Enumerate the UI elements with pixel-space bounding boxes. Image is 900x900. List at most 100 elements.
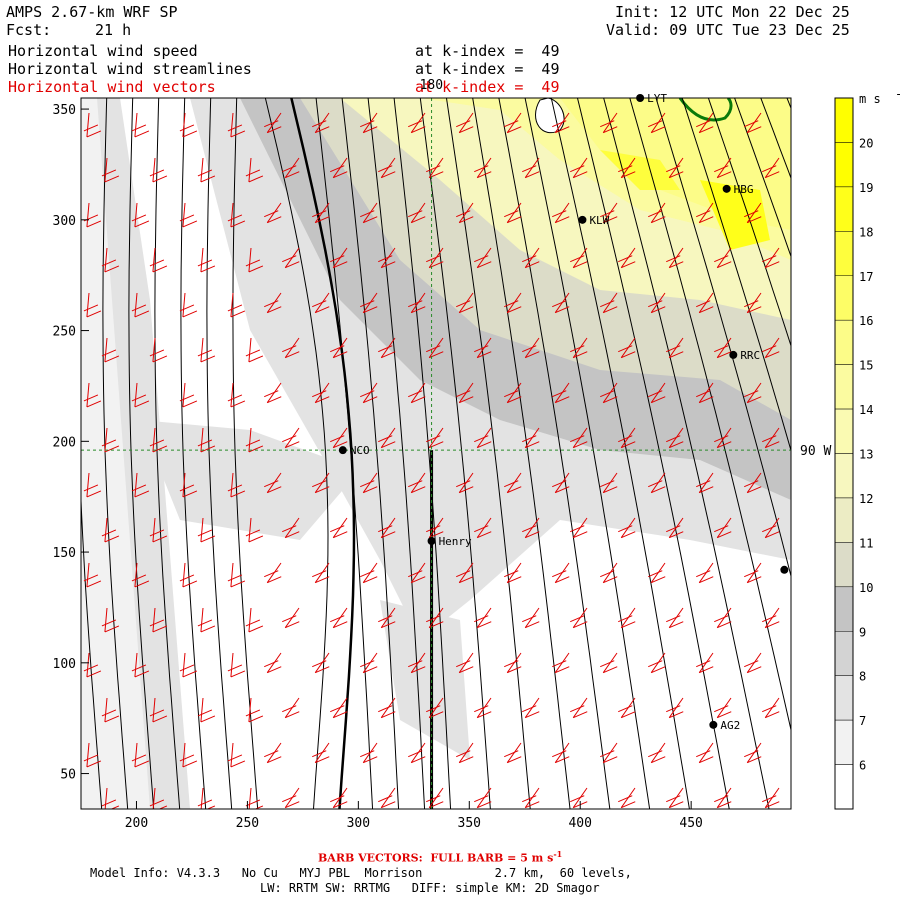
barb-flag [245, 439, 261, 447]
speed-contour-8 [700, 180, 770, 250]
station-klw: KLW [578, 214, 610, 227]
barb-flag [765, 441, 780, 449]
wind-barb-86 [312, 382, 330, 404]
barb-flag [621, 441, 636, 449]
barb-flag [762, 615, 777, 623]
barb-flag [651, 396, 666, 404]
barb-flag [360, 660, 375, 668]
wind-barb-206 [648, 742, 666, 764]
wind-barb-134 [456, 382, 474, 404]
barb-flag [378, 345, 393, 353]
barb-flag [312, 120, 327, 128]
wind-barb-97 [378, 157, 396, 179]
barb-staff [86, 382, 90, 407]
barb-flag [477, 171, 492, 179]
streamline-16 [498, 98, 611, 809]
y-tick-label: 150 [53, 546, 76, 561]
barb-flag [603, 396, 618, 404]
barb-flag [179, 754, 195, 762]
wind-barb-3 [101, 247, 120, 273]
barb-staff [200, 337, 204, 362]
barb-flag [699, 756, 714, 764]
barb-flag [507, 126, 522, 134]
field-level-speed: at k-index = 49 [415, 42, 560, 60]
barb-flag [456, 660, 471, 668]
wind-barb-205 [666, 697, 684, 719]
colorbar-tick-label: 12 [859, 492, 873, 506]
barb-flag [179, 124, 195, 132]
wind-barb-35 [197, 247, 216, 273]
barb-flag [747, 126, 762, 134]
barb-flag [426, 525, 441, 533]
barb-flag [747, 396, 762, 404]
barb-flag [714, 435, 729, 443]
wind-barb-132 [456, 292, 474, 314]
barb-staff [134, 202, 138, 227]
barb-flag [333, 261, 348, 269]
wind-barb-219 [714, 607, 732, 629]
wind-barb-106 [360, 562, 378, 584]
barb-flag [666, 525, 681, 533]
wind-barb-111 [378, 787, 396, 809]
barb-flag [378, 435, 393, 443]
wind-barb-230 [744, 382, 762, 404]
barb-flag [285, 801, 300, 809]
barb-flag [744, 480, 759, 488]
barb-flag [456, 300, 471, 308]
wind-barb-78 [264, 742, 282, 764]
wind-barb-34 [179, 202, 198, 228]
barb-flag [621, 711, 636, 719]
barb-staff [134, 292, 138, 317]
barb-flag [86, 490, 102, 498]
wind-barb-154 [504, 562, 522, 584]
barb-flag [101, 799, 117, 807]
barb-flag [285, 711, 300, 719]
barb-flag [285, 621, 300, 629]
physics-info: LW: RRTM SW: RRTMG DIFF: simple KM: 2D S… [260, 881, 600, 895]
barb-flag [282, 345, 297, 353]
barb-flag [426, 345, 441, 353]
barb-flag [552, 210, 567, 218]
barb-flag [381, 711, 396, 719]
wind-barb-11 [101, 607, 120, 633]
barb-flag [134, 220, 150, 228]
wind-barb-201 [666, 517, 684, 539]
barb-staff [104, 697, 108, 722]
barb-flag [666, 165, 681, 173]
barb-staff [248, 517, 252, 542]
y-tick-label: 350 [53, 103, 76, 118]
streamline-2 [128, 98, 155, 809]
barb-flag [522, 435, 537, 443]
barb-flag [86, 310, 102, 318]
wind-barb-130 [456, 202, 474, 224]
barb-staff [152, 247, 156, 272]
parallel-label: 90 W [800, 444, 831, 459]
barb-flag [101, 259, 117, 267]
barb-flag [426, 255, 441, 263]
wind-barb-8 [83, 472, 102, 498]
barb-staff [182, 472, 186, 497]
barb-flag [714, 615, 729, 623]
barb-flag [669, 801, 684, 809]
barb-staff [200, 517, 204, 542]
wind-barb-138 [456, 562, 474, 584]
wind-barb-30 [131, 742, 150, 768]
wind-barb-225 [762, 157, 780, 179]
wind-barb-129 [474, 157, 492, 179]
barb-flag [408, 480, 423, 488]
barb-flag [744, 120, 759, 128]
colorbar-swatch [834, 453, 854, 499]
barb-staff [182, 562, 186, 587]
wind-barb-164 [552, 292, 570, 314]
wind-barb-63 [245, 787, 264, 809]
wind-barb-160 [552, 112, 570, 134]
wind-barb-224 [744, 112, 762, 134]
wind-barb-161 [570, 157, 588, 179]
wind-barb-77 [282, 697, 300, 719]
barb-flag [669, 441, 684, 449]
barb-flag [152, 175, 168, 183]
station-dot [780, 565, 789, 574]
barb-flag [648, 300, 663, 308]
barb-staff [104, 247, 108, 272]
wind-barb-215 [714, 427, 732, 449]
